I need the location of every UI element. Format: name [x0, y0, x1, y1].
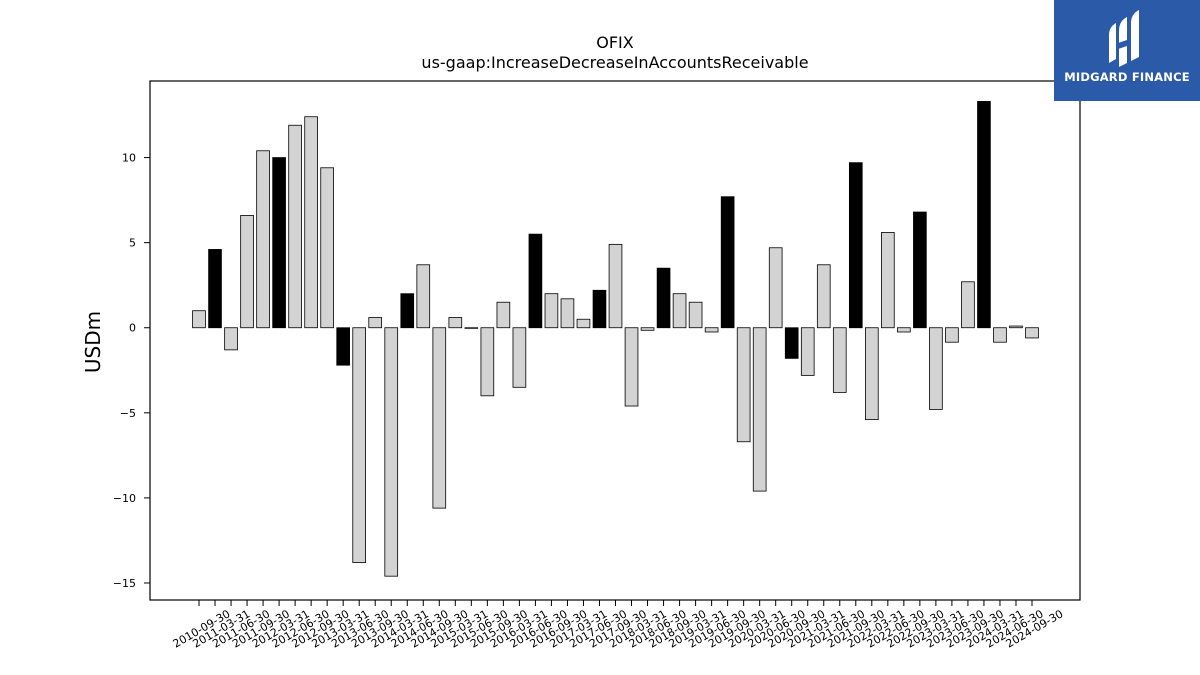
bar-2021-06-30 [881, 232, 895, 329]
bar-2011-12-31 [272, 157, 286, 329]
bar-2011-03-31 [224, 327, 238, 351]
bar-2013-09-30 [384, 327, 399, 577]
bar-2020-03-31 [800, 327, 815, 376]
bar-2018-09-30 [704, 327, 719, 333]
y-ticks-group: −15 −10 −5 0 5 10 [113, 152, 150, 590]
y-tick-label: 10 [122, 152, 136, 165]
bar-2018-12-31 [720, 196, 735, 329]
bar-2015-03-31 [480, 327, 495, 397]
bar-2019-09-30 [768, 247, 783, 329]
bar-2015-12-31 [528, 233, 543, 329]
logo-mark-icon [1109, 10, 1139, 67]
bar-2020-09-30 [832, 327, 847, 393]
bar-2017-12-31 [656, 267, 671, 329]
bar-2012-09-30 [320, 167, 334, 329]
bar-2012-12-31 [336, 327, 350, 366]
bar-2022-06-30 [945, 327, 959, 343]
bar-2010-12-31 [208, 249, 222, 329]
bar-2021-12-31 [913, 211, 927, 329]
bar-2012-03-31 [288, 124, 302, 329]
bar-2023-09-30 [1025, 327, 1039, 339]
bar-2015-09-30 [512, 327, 527, 388]
bar-2014-06-30 [432, 327, 447, 509]
midgard-finance-logo: MIDGARD FINANCE [1054, 0, 1200, 101]
bar-2017-03-31 [608, 243, 623, 329]
bar-2014-03-31 [416, 264, 431, 329]
bar-2020-06-30 [816, 264, 831, 329]
y-tick-label: −10 [113, 492, 136, 505]
chart-title: OFIX [596, 33, 634, 52]
chart-subtitle: us-gaap:IncreaseDecreaseInAccountsReceiv… [421, 53, 808, 72]
y-axis-label: USDm [81, 311, 105, 373]
bar-2019-03-31 [736, 327, 751, 443]
bar-2022-12-31 [977, 101, 991, 329]
bar-2023-06-30 [1009, 325, 1023, 329]
bar-2022-09-30 [961, 281, 975, 329]
bar-2010-09-30 [192, 310, 206, 329]
bar-2014-12-31 [464, 327, 479, 329]
bar-2019-06-30 [752, 327, 767, 492]
bar-2016-03-31 [544, 293, 559, 329]
bar-2013-06-30 [368, 317, 383, 329]
plot-frame [149, 80, 1081, 601]
bar-2011-09-30 [256, 150, 270, 329]
bar-2020-12-31 [848, 162, 863, 329]
bar-2017-06-30 [624, 327, 639, 407]
bar-2016-12-31 [592, 289, 607, 329]
bar-2013-03-31 [352, 327, 366, 563]
bar-2016-06-30 [560, 298, 575, 329]
bar-2015-06-30 [496, 301, 511, 329]
bar-2012-06-30 [304, 116, 318, 329]
y-tick-label: −5 [120, 407, 136, 420]
bar-2021-09-30 [897, 327, 911, 333]
bar-2018-03-31 [672, 293, 687, 329]
bar-2019-12-31 [784, 327, 799, 359]
x-ticks-group: 2010-09-302011-03-312011-06-302011-09-30… [171, 600, 1066, 651]
bar-2022-03-31 [929, 327, 943, 410]
bar-2016-09-30 [576, 318, 591, 329]
bar-2017-09-30 [640, 327, 655, 331]
bar-2014-09-30 [448, 317, 463, 329]
logo-text: MIDGARD FINANCE [1064, 70, 1190, 84]
bar-2011-06-30 [240, 215, 254, 329]
bar-2023-03-31 [993, 327, 1007, 343]
y-tick-label: 5 [129, 237, 136, 250]
bar-2021-03-31 [865, 327, 879, 421]
bar-2013-12-31 [400, 293, 415, 329]
bars-group [192, 101, 1039, 577]
y-tick-label: −15 [113, 577, 136, 590]
bar-2018-06-30 [688, 301, 703, 329]
y-tick-label: 0 [129, 322, 136, 335]
